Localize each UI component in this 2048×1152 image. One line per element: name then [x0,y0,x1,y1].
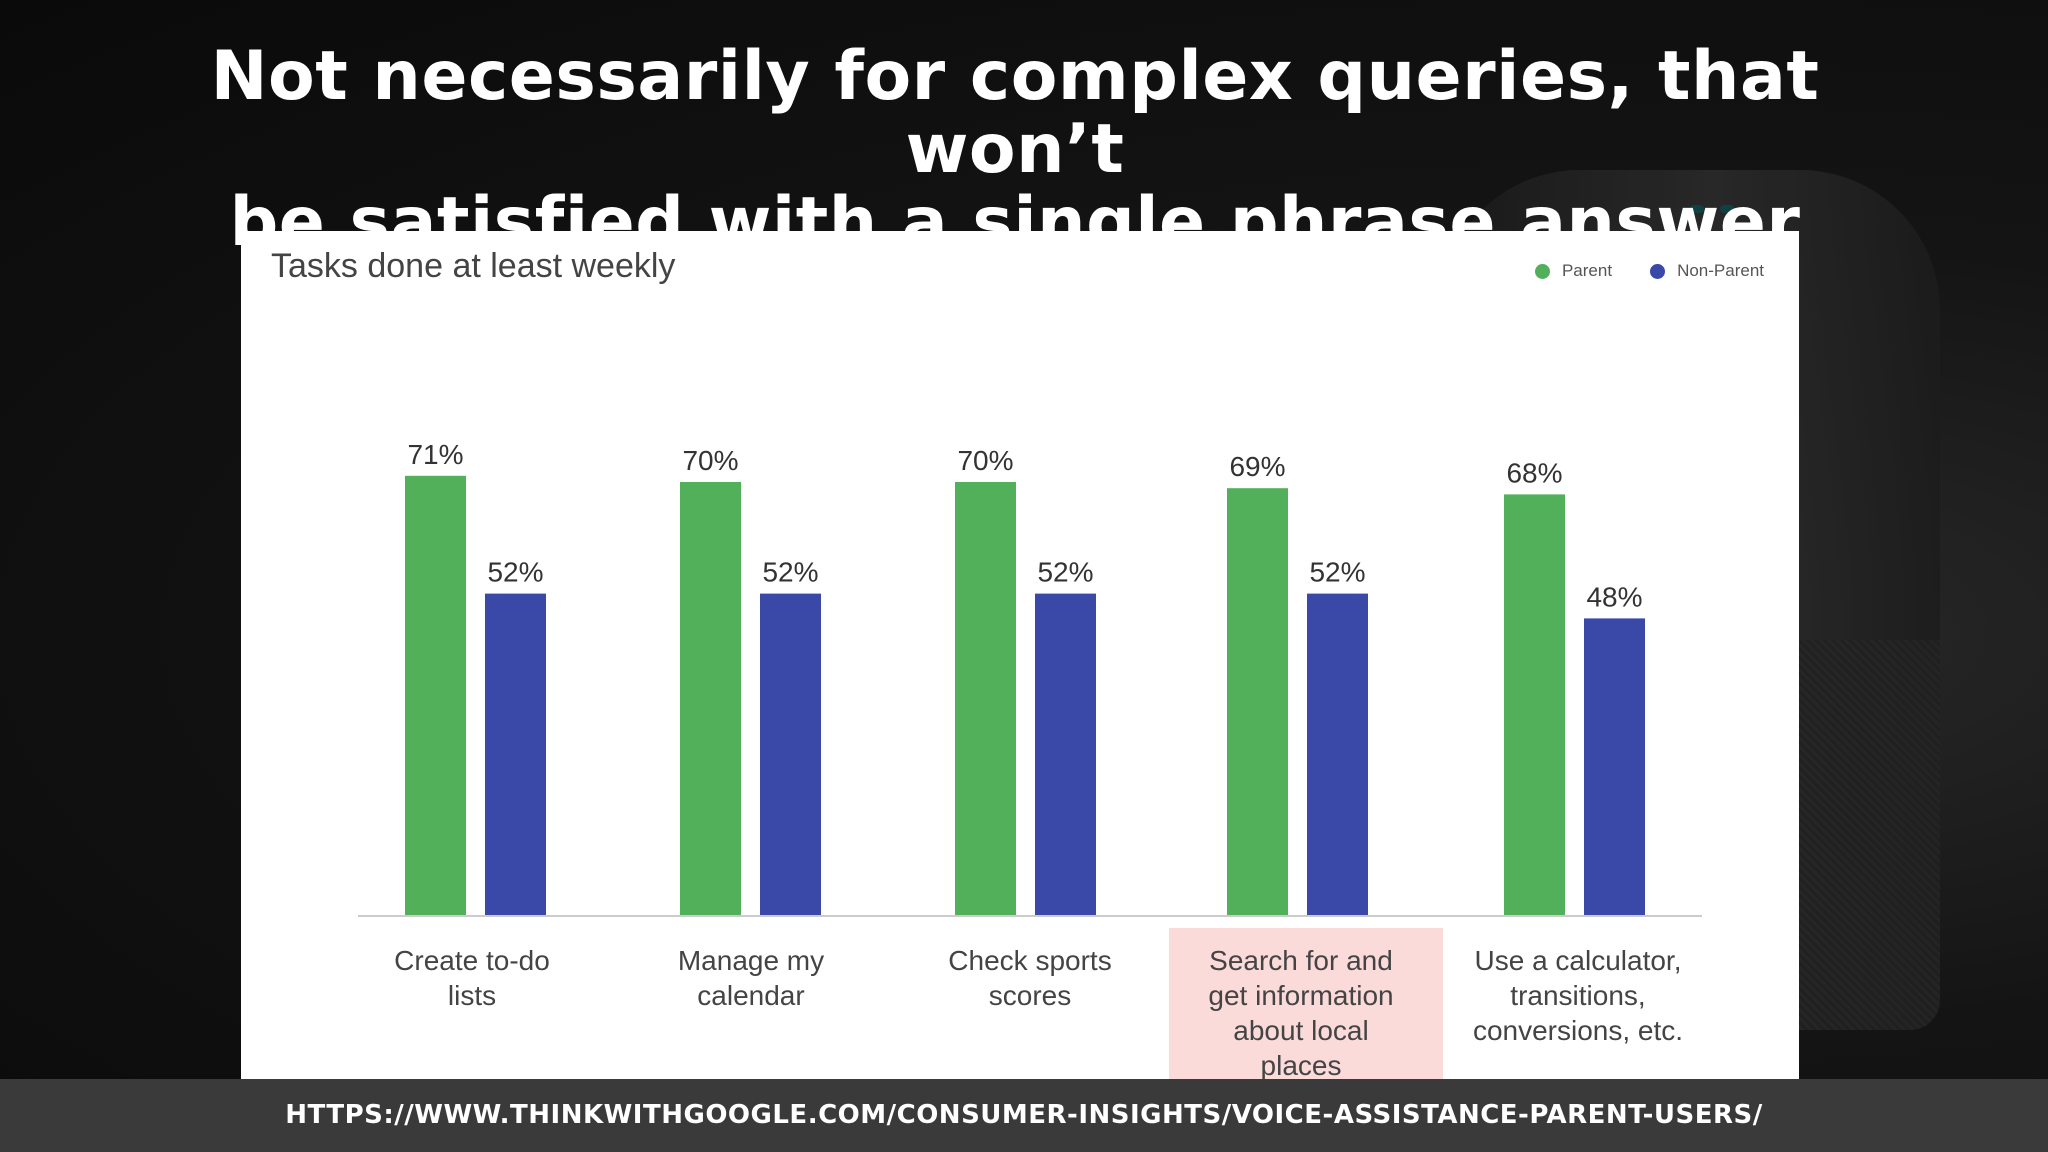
data-label-parent-1: 70% [682,445,738,476]
source-footer: HTTPS://WWW.THINKWITHGOOGLE.COM/CONSUMER… [0,1079,2048,1152]
category-label-1-line-0: Manage my [678,945,824,976]
slide-headline: Not necessarily for complex queries, tha… [100,40,1930,259]
category-label-4-line-1: transitions, [1510,980,1645,1011]
speaker-light [1720,205,1734,213]
data-label-parent-4: 68% [1506,457,1562,488]
category-label-2-line-0: Check sports [948,945,1111,976]
bar-parent-2 [955,482,1016,916]
category-label-3-line-2: about local [1233,1015,1368,1046]
category-label-0-line-1: lists [448,980,496,1011]
category-label-4-line-2: conversions, etc. [1473,1015,1683,1046]
chart-legend: Parent Non-Parent [1534,261,1764,281]
data-label-parent-0: 71% [407,439,463,470]
headline-line-1: Not necessarily for complex queries, tha… [210,37,1820,189]
data-label-non-parent-2: 52% [1037,557,1093,588]
chart-panel: 71% 52% Create to-do lists 70% 52% Manage my ca… [241,231,1799,1080]
data-label-parent-3: 69% [1229,451,1285,482]
bar-non-parent-1 [760,593,821,916]
source-url: HTTPS://WWW.THINKWITHGOOGLE.COM/CONSUMER… [285,1100,1763,1130]
speaker-light [1690,205,1704,213]
chart-title: Tasks done at least weekly [271,247,676,285]
bar-parent-4 [1504,494,1565,916]
legend-item-non-parent: Non-Parent [1650,261,1764,281]
data-label-non-parent-4: 48% [1586,581,1642,612]
bar-non-parent-3 [1307,593,1368,916]
bar-non-parent-2 [1035,593,1096,916]
bar-non-parent-0 [485,593,546,916]
category-label-0-line-0: Create to-do [394,945,550,976]
legend-item-parent: Parent [1534,261,1613,281]
bar-parent-3 [1227,488,1288,916]
data-label-non-parent-1: 52% [762,557,818,588]
legend-label-parent: Parent [1561,261,1613,280]
category-label-4-line-0: Use a calculator, [1475,945,1682,976]
bar-parent-0 [405,475,466,916]
legend-label-non-parent: Non-Parent [1677,261,1764,280]
bar-chart: 71% 52% Create to-do lists 70% 52% Manage my ca… [358,439,1702,1080]
bar-parent-1 [680,482,741,916]
category-highlight-box [1169,928,1443,1080]
bar-non-parent-4 [1584,618,1645,916]
category-label-1-line-1: calendar [697,980,804,1011]
data-label-non-parent-0: 52% [487,557,543,588]
category-label-2-line-1: scores [989,980,1071,1011]
data-label-parent-2: 70% [957,445,1013,476]
category-label-3-line-3: places [1261,1050,1342,1080]
data-label-non-parent-3: 52% [1309,557,1365,588]
category-label-3-line-0: Search for and [1209,945,1393,976]
legend-swatch-parent [1534,263,1550,279]
category-label-3-line-1: get information [1208,980,1393,1011]
legend-swatch-non-parent [1650,263,1666,279]
